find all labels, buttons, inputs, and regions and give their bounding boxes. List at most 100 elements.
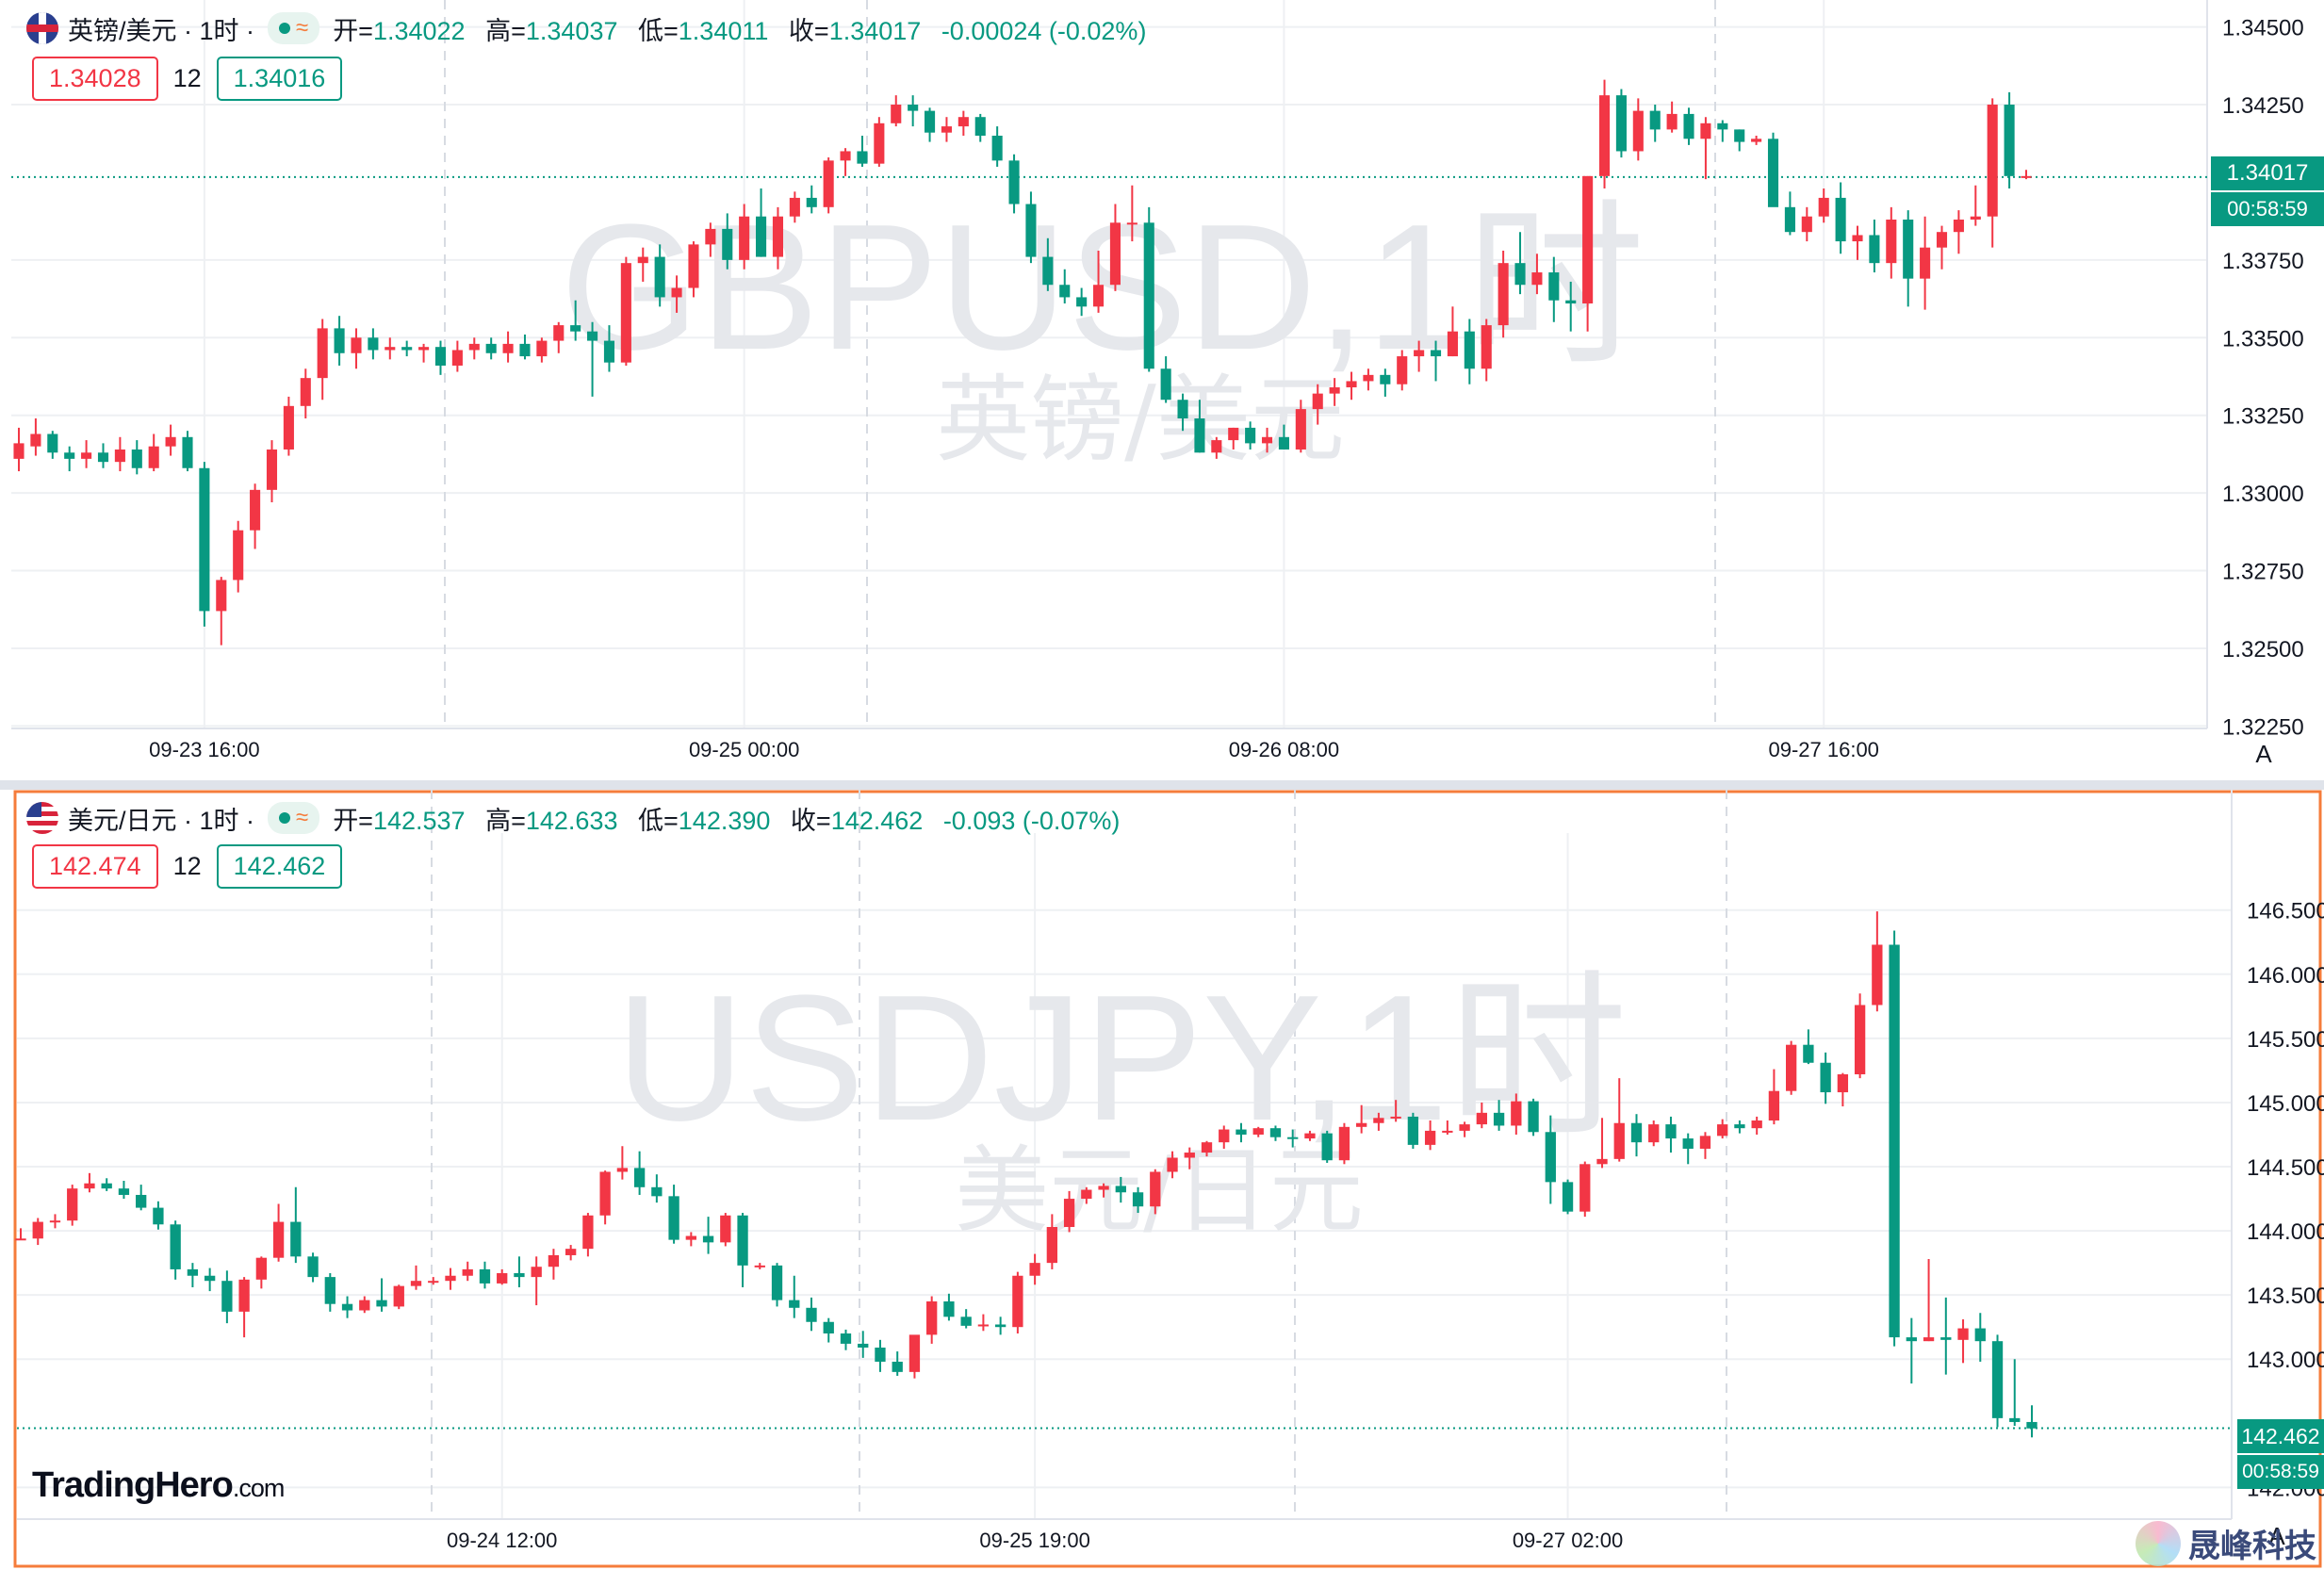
candle: [170, 1220, 181, 1280]
pane-separator[interactable]: [0, 780, 2324, 790]
candle: [1236, 1122, 1247, 1143]
candle-body: [1029, 1263, 1040, 1276]
candle-body: [153, 1207, 164, 1225]
candle: [1700, 117, 1711, 180]
candle-body: [926, 1300, 938, 1335]
candle: [1683, 107, 1694, 145]
candle-body: [1126, 222, 1137, 225]
candle-body: [771, 1265, 783, 1300]
candle-body: [1098, 1186, 1109, 1190]
candle: [565, 1245, 577, 1261]
candle: [1109, 204, 1121, 291]
candle: [960, 1309, 972, 1329]
candle: [1092, 250, 1105, 313]
candle-body: [823, 160, 834, 207]
candle: [531, 1256, 542, 1306]
buy-price-button[interactable]: 1.34016: [216, 57, 343, 101]
quantity-value[interactable]: 12: [172, 64, 202, 92]
market-status-pill[interactable]: ≈: [268, 12, 320, 44]
candle: [1531, 253, 1543, 295]
gbpusd-chart-pane[interactable]: GBPUSD,1时 英镑/美元 1.34500 1.34250 1.33750 1.335…: [0, 0, 2324, 780]
gbpusd-chart-canvas[interactable]: GBPUSD,1时英镑/美元1.345001.342501.337501.335…: [0, 0, 2324, 780]
candle-body: [1442, 1130, 1453, 1133]
candle: [502, 331, 514, 363]
candle: [1115, 1176, 1126, 1203]
candle-body: [1407, 1116, 1419, 1145]
candle-body: [1228, 427, 1239, 441]
usdjpy-chart-pane[interactable]: USDJPY,1时美元/日元146.500146.000145.500145.0…: [0, 790, 2324, 1570]
candle-body: [1649, 110, 1661, 130]
candle: [410, 1265, 422, 1290]
candle-body: [1390, 1116, 1401, 1119]
candle: [49, 1214, 61, 1229]
candle-body: [875, 1347, 886, 1362]
candle: [1699, 1132, 1711, 1159]
candle-body: [1666, 113, 1678, 130]
auto-scale-button[interactable]: A: [2255, 740, 2272, 768]
candle: [1717, 120, 1728, 142]
candle-body: [468, 343, 480, 351]
gbpusd-legend: 英镑/美元 · 1时 · ≈ 开=1.34022 高=1.34037 低=1.3…: [26, 9, 1146, 47]
candle-body: [1700, 123, 1711, 139]
candle: [462, 1261, 473, 1282]
candle-body: [1481, 325, 1492, 369]
candle-body: [1397, 356, 1408, 384]
candle: [957, 110, 969, 136]
candle-body: [1245, 427, 1256, 444]
candle: [84, 1172, 95, 1193]
candle: [603, 325, 615, 372]
candle-body: [1414, 350, 1425, 357]
candle-body: [702, 1235, 714, 1243]
candle-body: [599, 1171, 611, 1216]
sell-price-button[interactable]: 142.474: [32, 844, 158, 889]
price-tick-label: 1.32750: [2222, 560, 2304, 585]
candle-body: [1063, 1199, 1075, 1228]
candle-body: [1211, 440, 1222, 453]
auto-scale-button[interactable]: A: [2268, 1522, 2285, 1550]
time-tick-label: 09-27 02:00: [1513, 1529, 1623, 1552]
tradinghero-logo[interactable]: TradingHero.com: [32, 1465, 285, 1505]
candle-body: [1872, 944, 1883, 1006]
sell-price-button[interactable]: 1.34028: [32, 57, 158, 101]
market-status-pill[interactable]: ≈: [268, 802, 320, 834]
open-value: 1.34022: [372, 16, 466, 45]
candle-body: [351, 337, 362, 353]
candle: [307, 1252, 319, 1283]
symbol-watermark-sub: 英镑/美元: [936, 365, 1345, 475]
candle: [114, 436, 125, 472]
candle-body: [479, 1268, 491, 1284]
buy-price-button[interactable]: 142.462: [216, 844, 343, 889]
candle-body: [1373, 1118, 1384, 1123]
low-value: 142.390: [678, 806, 771, 835]
candle-body: [531, 1267, 542, 1278]
candle: [1528, 1098, 1539, 1137]
price-tick-label: 145.000: [2247, 1091, 2324, 1117]
candle: [926, 1296, 938, 1344]
candle-body: [1596, 1158, 1608, 1165]
candle: [1321, 1130, 1333, 1163]
candle: [1201, 1140, 1213, 1157]
candle: [1682, 1133, 1694, 1165]
candle-body: [401, 347, 413, 351]
candle: [1160, 356, 1171, 403]
candle-body: [1768, 1090, 1780, 1121]
candle-body: [1511, 1101, 1522, 1126]
usdjpy-chart-canvas[interactable]: USDJPY,1时美元/日元146.500146.000145.500145.0…: [0, 790, 2324, 1570]
candle: [1803, 1029, 1814, 1065]
candle: [599, 1170, 611, 1225]
candle: [720, 1213, 731, 1247]
candle: [283, 396, 294, 456]
candle-body: [668, 1196, 679, 1240]
symbol-title[interactable]: 英镑/美元 · 1时 ·: [68, 16, 255, 45]
candle-body: [1424, 1130, 1436, 1145]
candle-body: [148, 446, 159, 468]
candle: [1565, 281, 1577, 332]
candle-body: [1025, 204, 1037, 257]
quantity-value[interactable]: 12: [172, 852, 202, 880]
symbol-title[interactable]: 美元/日元 · 1时 ·: [68, 806, 255, 835]
candle-body: [1767, 139, 1779, 207]
candle-body: [272, 1221, 285, 1258]
candle: [1717, 1119, 1728, 1139]
candle-body: [1498, 263, 1509, 326]
candle-body: [1252, 1128, 1264, 1135]
